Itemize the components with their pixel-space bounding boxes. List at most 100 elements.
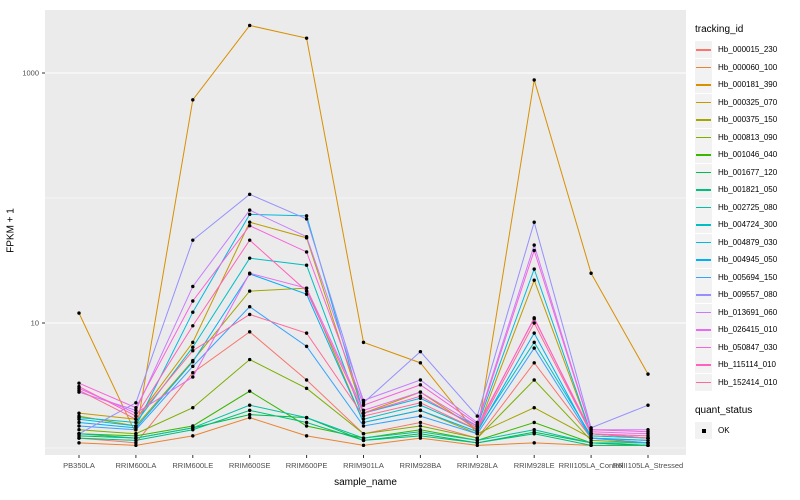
data-point: [191, 98, 195, 102]
data-point: [248, 256, 252, 260]
legend-item-label: Hb_000813_090: [718, 132, 778, 142]
data-point: [418, 403, 423, 407]
data-point: [191, 406, 195, 410]
data-point: [532, 220, 536, 224]
data-point: [589, 432, 593, 436]
data-point: [475, 438, 479, 443]
legend-item-Hb_005694_150: Hb_005694_150: [695, 268, 800, 287]
data-point: [134, 443, 138, 448]
legend-item-ok: OK: [695, 422, 800, 440]
data-point: [248, 289, 252, 293]
legend-key: [695, 356, 712, 374]
legend-item-label: Hb_000325_070: [718, 97, 778, 107]
legend-title-tracking-id: tracking_id: [695, 24, 744, 35]
legend-key: [695, 338, 712, 356]
legend-key: [695, 111, 712, 129]
legend-key: [695, 181, 712, 199]
data-point: [532, 243, 536, 247]
line-swatch-icon: [696, 84, 711, 86]
line-swatch-icon: [696, 346, 711, 349]
data-point: [532, 248, 536, 253]
legend-quant-status: quant_status OK: [695, 405, 800, 440]
data-point: [418, 408, 423, 413]
legend-key: [695, 286, 712, 304]
data-point: [646, 372, 650, 376]
legend-item-label: Hb_000015_230: [718, 45, 778, 55]
data-point: [248, 208, 252, 212]
legend-item-Hb_004724_300: Hb_004724_300: [695, 216, 800, 234]
legend-title-quant-status: quant_status: [695, 405, 753, 416]
data-point: [418, 430, 423, 434]
data-point: [532, 278, 536, 282]
legend-item-Hb_000181_390: Hb_000181_390: [695, 76, 800, 94]
data-point: [646, 441, 650, 445]
legend-item-label: Hb_050847_030: [718, 342, 778, 352]
legend-item-label: OK: [718, 426, 730, 436]
data-point: [304, 434, 309, 438]
data-point: [361, 417, 366, 421]
x-tick-label: RRII105LA_Control: [559, 461, 624, 470]
legend-item-Hb_001046_040: Hb_001046_040: [695, 146, 800, 164]
legend-key: [695, 268, 712, 286]
data-point: [361, 403, 366, 407]
data-point: [361, 411, 366, 415]
data-point: [646, 403, 650, 407]
legend-item-Hb_000060_100: Hb_000060_100: [695, 58, 800, 77]
line-swatch-icon: [696, 276, 711, 279]
legend-item-Hb_000325_070: Hb_000325_070: [695, 93, 800, 112]
line-swatch-icon: [696, 364, 711, 366]
data-point: [248, 312, 252, 317]
data-point: [532, 378, 536, 382]
legend-key: [695, 251, 712, 269]
data-point: [418, 378, 423, 382]
data-point: [304, 250, 309, 254]
x-tick-label: RRIM600LE: [172, 461, 213, 470]
legend-item-label: Hb_004945_050: [718, 255, 778, 265]
legend-item-Hb_000015_230: Hb_000015_230: [695, 41, 800, 59]
legend-key: [695, 146, 712, 164]
data-point: [532, 340, 536, 345]
data-point: [304, 420, 309, 425]
data-point: [77, 411, 81, 415]
data-point: [304, 286, 309, 290]
data-point: [248, 212, 252, 217]
data-point: [191, 360, 195, 364]
data-point: [248, 330, 252, 334]
data-point: [304, 235, 309, 239]
data-point: [248, 408, 252, 413]
data-point: [646, 443, 650, 448]
data-point: [134, 414, 138, 418]
data-point: [532, 316, 536, 320]
data-point: [532, 331, 536, 335]
legend-item-Hb_002725_080: Hb_002725_080: [695, 198, 800, 217]
x-tick-label: RRIM928LA: [457, 461, 498, 470]
data-point: [134, 406, 138, 410]
data-point: [418, 434, 423, 438]
data-point: [134, 420, 138, 425]
data-point: [646, 430, 650, 434]
data-point: [191, 375, 195, 379]
legend-key: [695, 163, 712, 181]
data-point: [361, 432, 366, 436]
data-point: [248, 412, 252, 417]
data-point: [532, 361, 536, 365]
data-point: [191, 349, 195, 353]
data-point: [191, 434, 195, 438]
data-point: [248, 224, 252, 228]
legend: tracking_id Hb_000015_230 Hb_000060_100 Hb…: [695, 24, 800, 440]
data-point: [418, 394, 423, 398]
legend-item-label: Hb_001677_120: [718, 167, 778, 177]
y-tick-label: 1000: [22, 69, 39, 78]
data-point: [134, 401, 138, 405]
data-point: [304, 415, 309, 420]
legend-item-Hb_013691_060: Hb_013691_060: [695, 303, 800, 322]
legend-key: [695, 216, 712, 234]
data-point: [418, 361, 423, 365]
line-swatch-icon: [696, 136, 711, 139]
line-swatch-icon: [696, 206, 711, 209]
data-point: [77, 381, 81, 385]
data-point: [475, 441, 479, 445]
data-point: [191, 345, 195, 349]
data-point: [248, 238, 252, 242]
data-point: [361, 408, 366, 413]
